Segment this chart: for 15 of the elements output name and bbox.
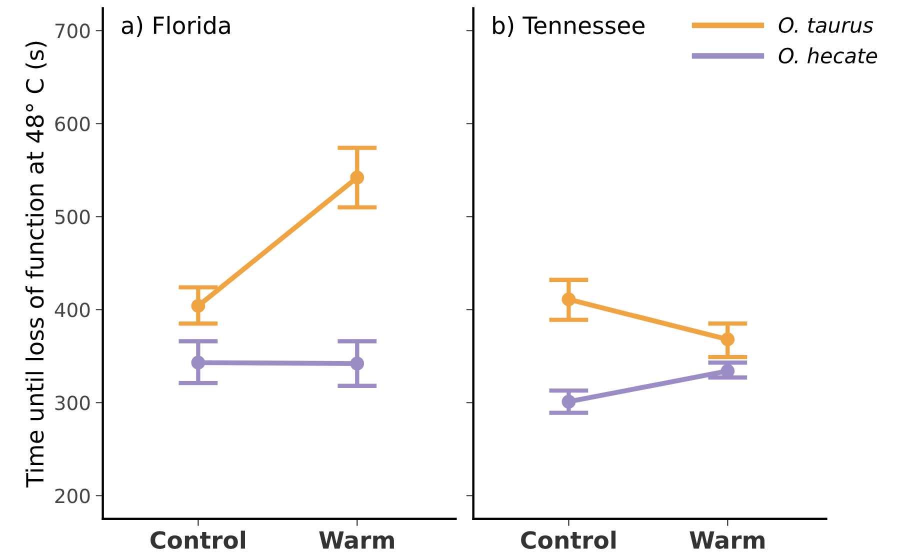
chart-title: a) Florida (122, 16, 230, 37)
x-tick-label: Control (521, 530, 616, 549)
y-tick-label: 200 (55, 488, 90, 504)
x-tick-label: Warm (319, 531, 394, 549)
y-tick-label: 500 (55, 210, 90, 224)
legend-label: O. hecate (778, 47, 878, 64)
y-tick-label: 300 (55, 396, 90, 410)
y-tick-label: 600 (55, 116, 90, 132)
x-tick-label: Control (150, 530, 246, 549)
y-axis-title: Time until loss of function at 48° C (s) (25, 42, 47, 488)
x-tick-label: Warm (690, 531, 764, 549)
chart-title: b) Tennessee (493, 16, 644, 37)
y-tick-label: 400 (54, 302, 90, 318)
legend-label: O. taurus (778, 17, 874, 33)
y-tick-label: 700 (55, 24, 90, 38)
